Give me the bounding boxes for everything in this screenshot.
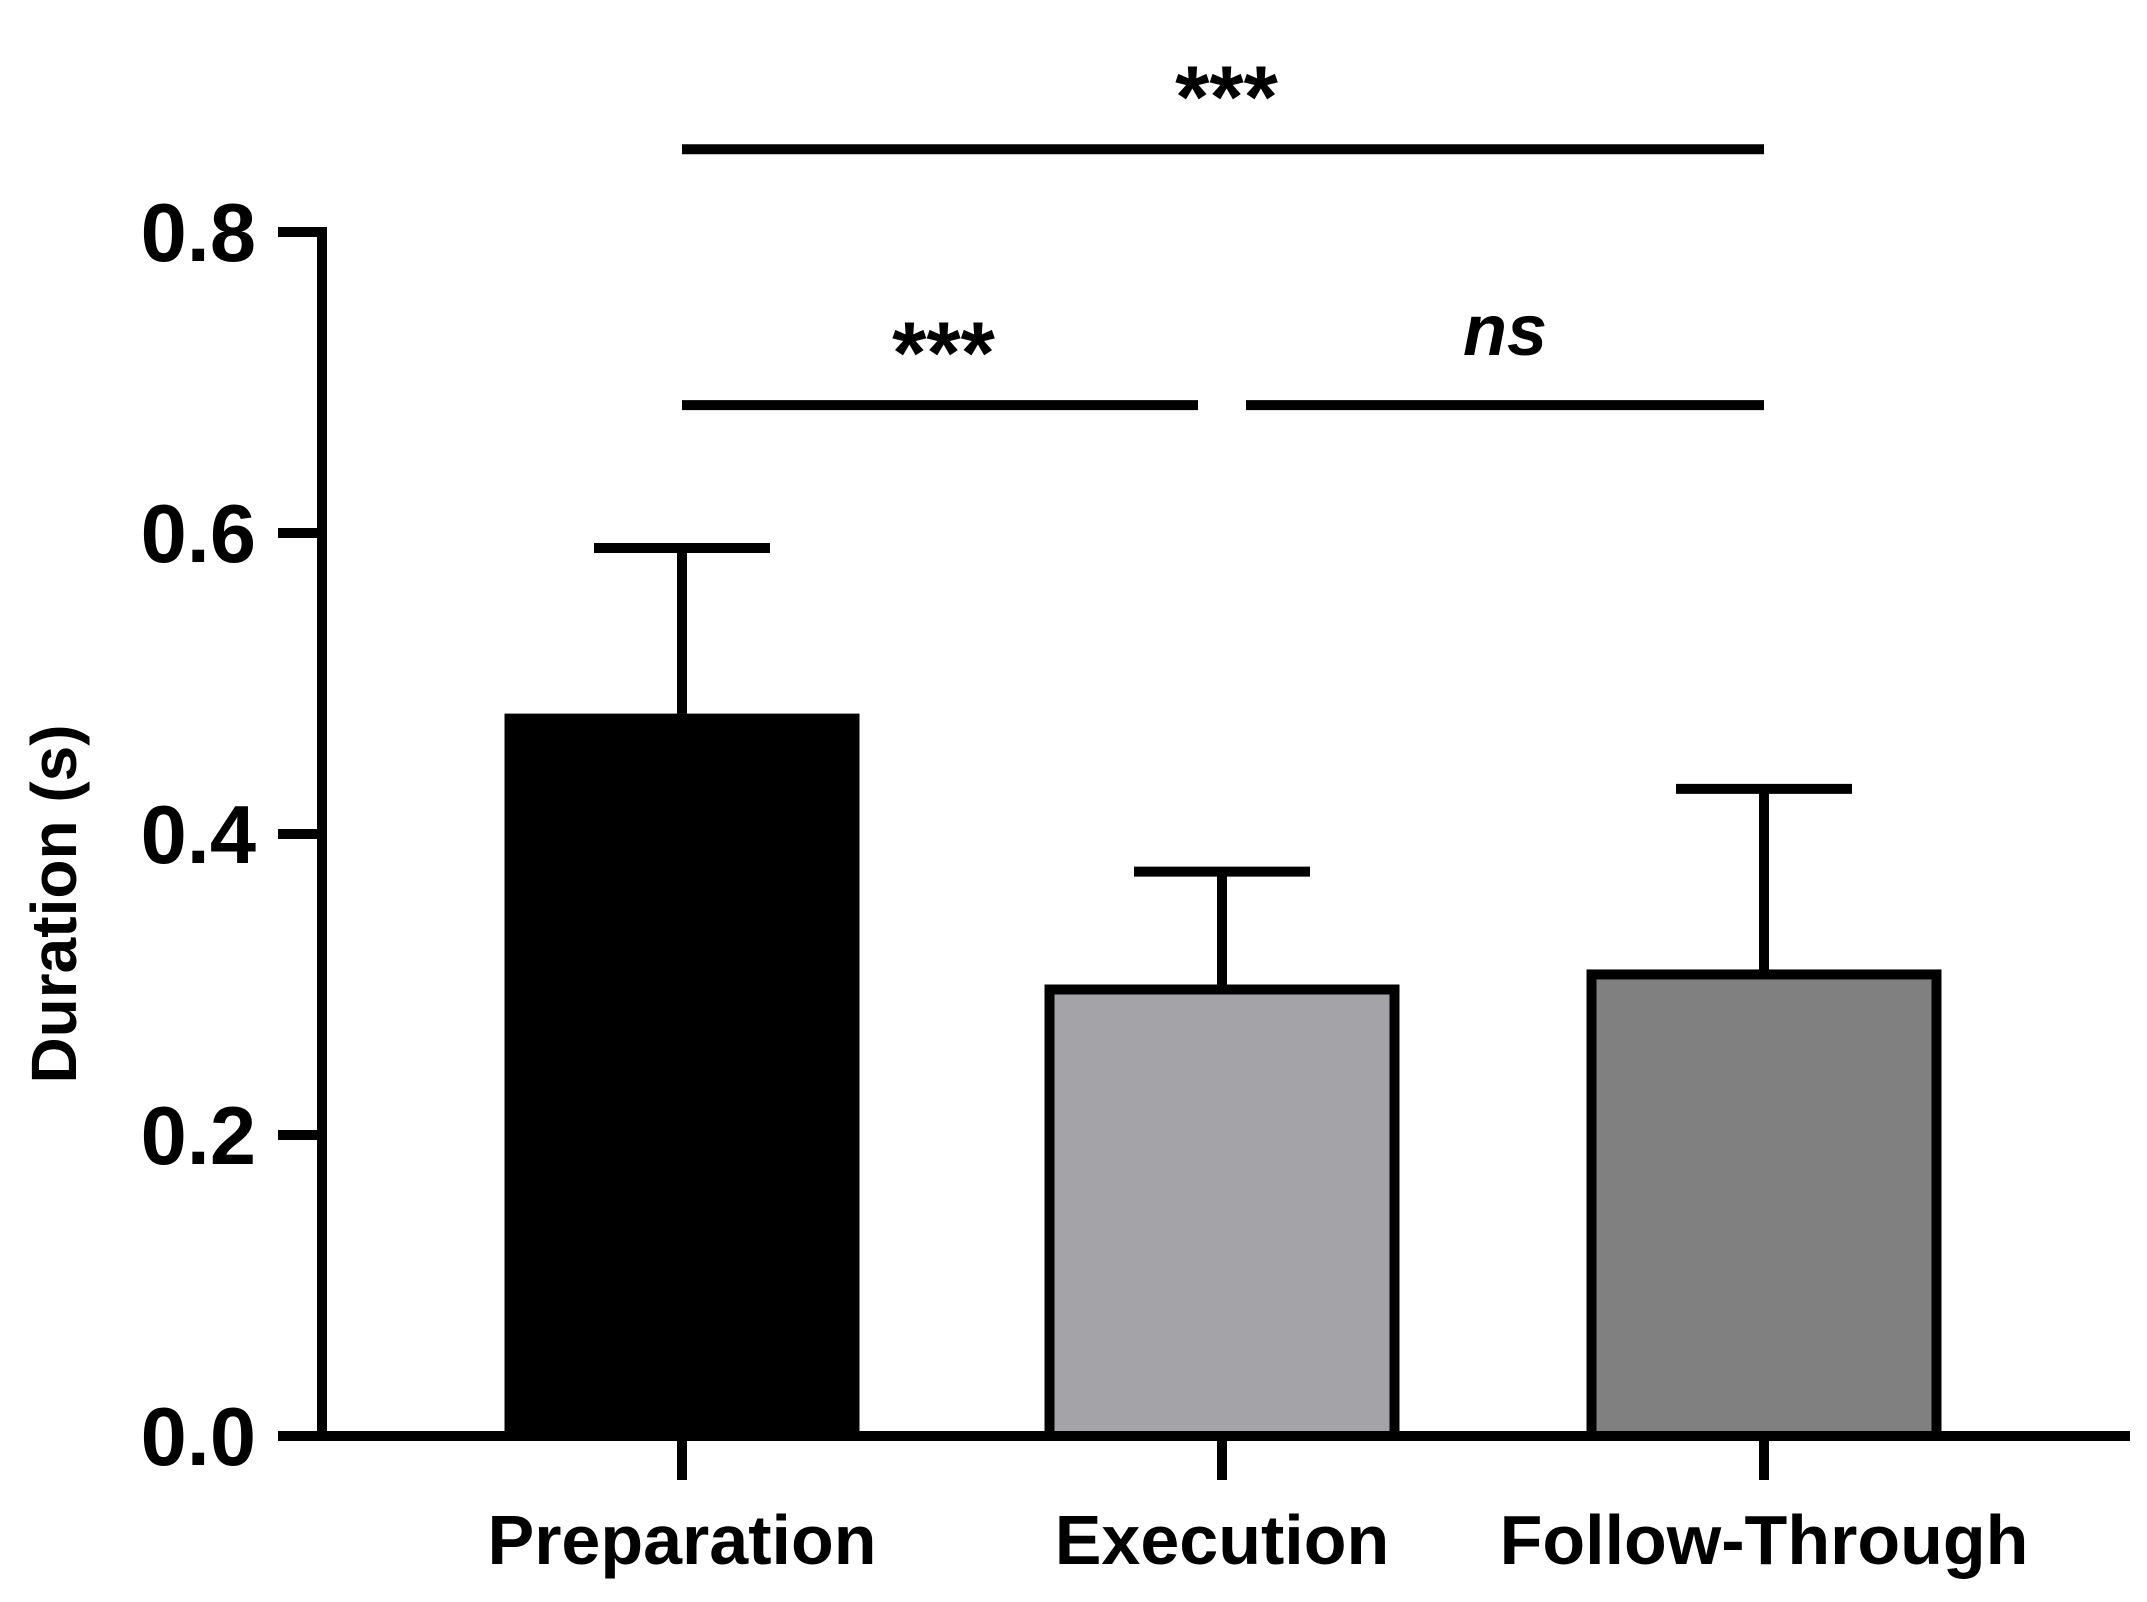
y-tick-label: 0.8 (141, 186, 256, 279)
y-tick-label: 0.0 (141, 1390, 256, 1483)
bar-preparation (504, 713, 860, 1441)
significance-label: *** (889, 303, 995, 402)
y-tick-label: 0.4 (141, 788, 256, 881)
y-tick-label: 0.2 (141, 1089, 256, 1182)
x-tick-label-follow-through: Follow-Through (1500, 1501, 2029, 1579)
x-tick-label-preparation: Preparation (488, 1501, 877, 1579)
x-tick-label-execution: Execution (1055, 1501, 1390, 1579)
significance-label: ns (1463, 291, 1547, 371)
bar-follow-through (1586, 969, 1942, 1441)
y-tick-label: 0.6 (141, 487, 256, 580)
significance-label: *** (1172, 47, 1278, 146)
bar-execution (1044, 984, 1400, 1441)
y-axis-title: Duration (s) (18, 724, 90, 1083)
